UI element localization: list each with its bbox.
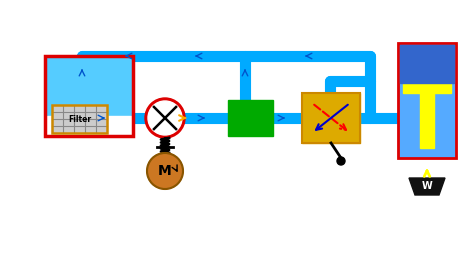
Bar — [47, 58, 131, 116]
Text: Filter: Filter — [68, 114, 91, 123]
Circle shape — [148, 101, 182, 135]
Bar — [420, 78, 434, 148]
Text: M: M — [158, 164, 172, 178]
Bar — [45, 56, 133, 136]
Bar — [398, 43, 456, 158]
Bar — [302, 93, 360, 143]
Polygon shape — [409, 178, 445, 195]
Bar — [52, 105, 107, 133]
Circle shape — [145, 98, 185, 138]
Bar — [302, 93, 360, 143]
Bar — [228, 100, 273, 136]
Circle shape — [147, 153, 183, 189]
Bar — [403, 78, 451, 93]
Bar — [398, 43, 456, 158]
Circle shape — [337, 157, 345, 165]
Bar — [52, 105, 107, 133]
Text: W: W — [422, 181, 432, 191]
Bar — [47, 116, 131, 134]
Bar — [400, 45, 454, 83]
